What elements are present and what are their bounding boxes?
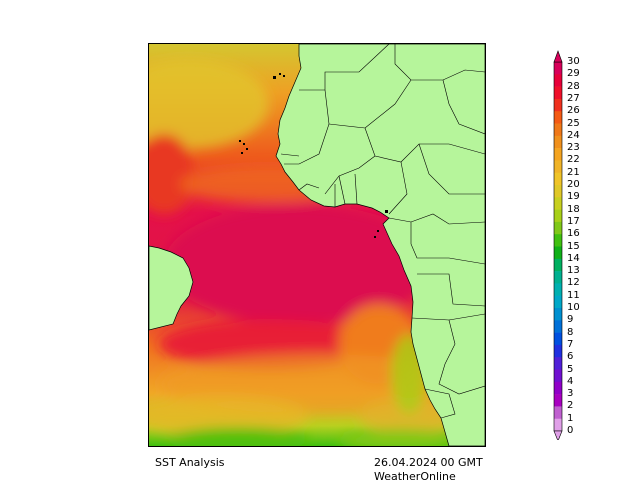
legend-tick-label: 10 <box>567 302 580 313</box>
legend-tick-label: 21 <box>567 166 580 178</box>
legend-tick-label: 11 <box>567 289 580 301</box>
legend-tick-label: 2 <box>567 400 574 412</box>
legend-tick-label: 22 <box>567 154 580 166</box>
sst-map <box>148 43 486 447</box>
legend-tick-label: 1 <box>567 412 574 424</box>
legend-swatch <box>554 394 562 407</box>
legend-tick-label: 24 <box>567 129 580 141</box>
legend-swatch <box>554 357 562 370</box>
color-legend: 30 29 28 27 26 25 24 23 22 21 20 19 18 17 16 15 14 13 12 11… <box>553 50 633 440</box>
legend-tick-label: 30 <box>567 56 580 67</box>
legend-tick-label: 25 <box>567 117 580 129</box>
legend-tick-label: 19 <box>567 191 580 203</box>
legend-tick-label: 0 <box>567 425 574 436</box>
legend-swatch <box>554 234 562 247</box>
legend-swatch <box>554 135 562 149</box>
legend-tick-label: 6 <box>567 351 574 363</box>
legend-swatch <box>554 111 562 124</box>
legend-tick-label: 15 <box>567 240 580 252</box>
legend-tick-label: 23 <box>567 142 580 154</box>
legend-swatch <box>554 344 562 358</box>
africa-landmass <box>275 44 485 446</box>
datetime-label: 26.04.2024 00 GMT <box>374 456 483 469</box>
legend-swatch <box>554 148 562 161</box>
legend-swatch <box>554 406 562 419</box>
legend-swatch <box>554 295 562 309</box>
legend-swatch <box>554 197 562 210</box>
legend-swatch <box>554 418 562 432</box>
legend-tick-label: 28 <box>567 80 580 92</box>
legend-swatch <box>554 123 562 137</box>
legend-tick-label: 16 <box>567 228 580 240</box>
legend-swatch <box>554 381 562 395</box>
product-label: SST Analysis <box>155 456 225 469</box>
sst-map-canvas <box>149 44 485 446</box>
legend-bottom-arrow <box>553 430 563 440</box>
legend-swatch <box>554 221 562 235</box>
legend-tick-label: 5 <box>567 363 574 375</box>
legend-swatch <box>554 246 562 260</box>
country-borders <box>280 44 485 419</box>
legend-swatch <box>554 62 562 75</box>
legend-swatch <box>554 209 562 223</box>
legend-tick-label: 8 <box>567 326 574 338</box>
legend-swatch <box>554 283 562 296</box>
legend-swatch <box>554 332 562 346</box>
legend-tick-label: 14 <box>567 252 580 264</box>
legend-tick-label: 9 <box>567 314 574 326</box>
legend-tick-label: 26 <box>567 105 580 117</box>
legend-swatch <box>554 271 562 284</box>
legend-tick-label: 4 <box>567 375 574 387</box>
legend-swatch <box>554 98 562 112</box>
legend-swatch <box>554 185 562 198</box>
legend-tick-label: 20 <box>567 179 580 190</box>
islands <box>239 73 388 238</box>
legend-swatch <box>554 172 562 186</box>
legend-swatch <box>554 74 562 87</box>
legend-tick-label: 7 <box>567 338 574 350</box>
legend-tick-label: 17 <box>567 215 580 227</box>
legend-tick-label: 29 <box>567 68 580 80</box>
legend-colorbar <box>553 50 563 440</box>
temperature-field <box>149 59 479 446</box>
legend-tick-label: 12 <box>567 277 580 289</box>
legend-tick-label: 13 <box>567 265 580 277</box>
brand-label: WeatherOnline <box>374 470 456 483</box>
legend-swatch <box>554 308 562 321</box>
legend-swatch <box>554 86 562 100</box>
legend-swatch <box>554 258 562 272</box>
legend-top-arrow <box>553 50 563 63</box>
legend-tick-label: 18 <box>567 203 580 215</box>
legend-swatch <box>554 369 562 383</box>
legend-tick-label: 3 <box>567 388 574 400</box>
legend-swatch <box>554 320 562 333</box>
south-america-landmass <box>149 245 194 331</box>
legend-swatch <box>554 160 562 173</box>
legend-tick-label: 27 <box>567 92 580 104</box>
